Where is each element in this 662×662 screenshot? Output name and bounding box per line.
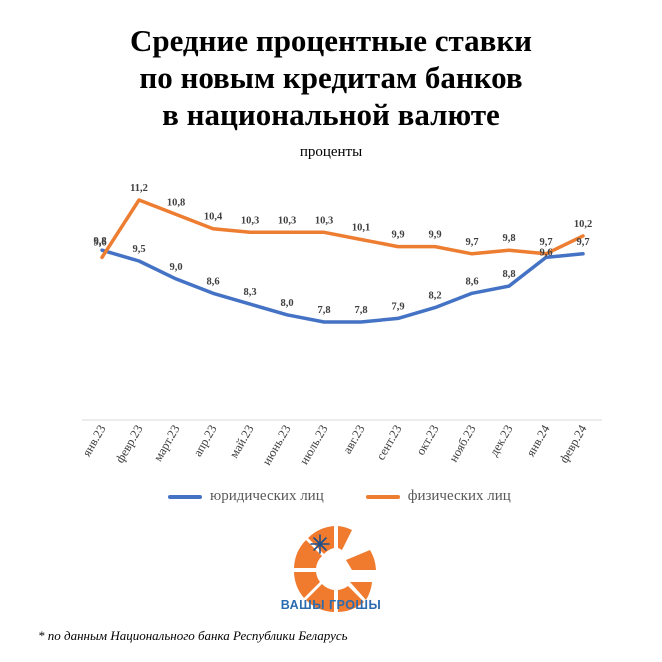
snowflake-icon: [310, 534, 330, 554]
title-line-2: по новым кредитам банков: [139, 60, 523, 95]
data-label: 9,8: [502, 233, 515, 244]
data-label: 10,4: [204, 212, 223, 223]
data-label: 8,6: [465, 276, 478, 287]
logo-segment: [308, 526, 334, 554]
brand-logo: [294, 526, 376, 612]
data-label: 10,3: [278, 215, 296, 226]
title-line-3: в национальной валюте: [162, 97, 500, 132]
data-label: 10,3: [315, 215, 333, 226]
x-tick-label: янв.23: [79, 423, 108, 459]
x-tick-label: май.23: [227, 423, 257, 461]
x-tick-label: окт.23: [413, 423, 441, 458]
chart-subtitle: проценты: [299, 144, 363, 160]
line-chart: янв.23 февр.23 март.23 апр.23 май.23 июнь.23 и…: [79, 183, 602, 468]
data-label: 9,9: [391, 230, 404, 241]
logo-segment: [294, 572, 320, 598]
brand-name: ВАШЫ ГРОШЫ: [280, 598, 382, 612]
logo-segment: [306, 584, 334, 612]
data-label: 8,8: [502, 269, 515, 280]
logo-segment: [346, 550, 376, 570]
legend-label-series2: физических лиц: [407, 488, 511, 504]
series-line-individuals: [100, 198, 585, 260]
x-tick-label: февр.24: [557, 422, 590, 466]
data-label: 9,7: [539, 237, 552, 248]
x-tick-label: июль.23: [297, 423, 331, 467]
legend-label-series1: юридических лиц: [210, 488, 324, 504]
data-label: 9,7: [465, 237, 478, 248]
x-tick-label: авг.23: [340, 423, 368, 457]
x-tick-label: июнь.23: [259, 423, 293, 468]
data-label: 7,8: [317, 305, 330, 316]
data-label: 9,9: [428, 230, 441, 241]
legend-swatch-series2: [365, 494, 400, 499]
logo-segment: [294, 540, 322, 568]
data-label: 10,1: [352, 223, 370, 234]
data-label: 10,8: [167, 197, 185, 208]
series-line-legal-entities: [100, 248, 585, 324]
data-label: 8,6: [206, 276, 219, 287]
data-label: 9,6: [539, 247, 552, 258]
data-label: 11,2: [130, 183, 148, 194]
logo-segment: [338, 586, 364, 612]
title-line-1: Средние процентные ставки: [129, 23, 533, 58]
data-label: 10,3: [241, 215, 259, 226]
data-label: 7,9: [391, 301, 404, 312]
legend-item-series2: физических лиц: [365, 488, 511, 505]
legend-item-series1: юридических лиц: [168, 488, 324, 505]
data-label: 7,8: [354, 305, 367, 316]
x-tick-label: янв.24: [523, 422, 552, 459]
x-tick-label: март.23: [151, 423, 183, 464]
data-label: 9,0: [169, 262, 182, 273]
data-label: 10,2: [574, 219, 592, 230]
footnote: * по данным Национального банка Республи…: [38, 628, 348, 643]
x-tick-label: апр.23: [190, 423, 219, 459]
data-label: 8,0: [280, 298, 293, 309]
x-tick-label: дек.23: [487, 423, 516, 459]
chart-title: Средние процентные ставки по новым креди…: [0, 22, 662, 133]
data-label: 9,6: [93, 237, 106, 248]
x-tick-label: февр.23: [113, 423, 146, 466]
x-tick-label: сент.23: [373, 423, 404, 463]
data-label: 9,7: [576, 237, 589, 248]
chart-legend: юридических лиц физических лиц: [168, 488, 553, 505]
logo-segment: [350, 582, 372, 600]
logo-segment: [338, 526, 352, 550]
data-label: 8,2: [428, 291, 441, 302]
x-tick-label: нояб.23: [446, 423, 478, 465]
data-label: 9,8: [93, 236, 106, 247]
data-label: 8,3: [243, 287, 256, 298]
data-label: 9,5: [132, 244, 145, 255]
legend-swatch-series1: [168, 494, 202, 499]
logo-segments: [294, 526, 376, 612]
